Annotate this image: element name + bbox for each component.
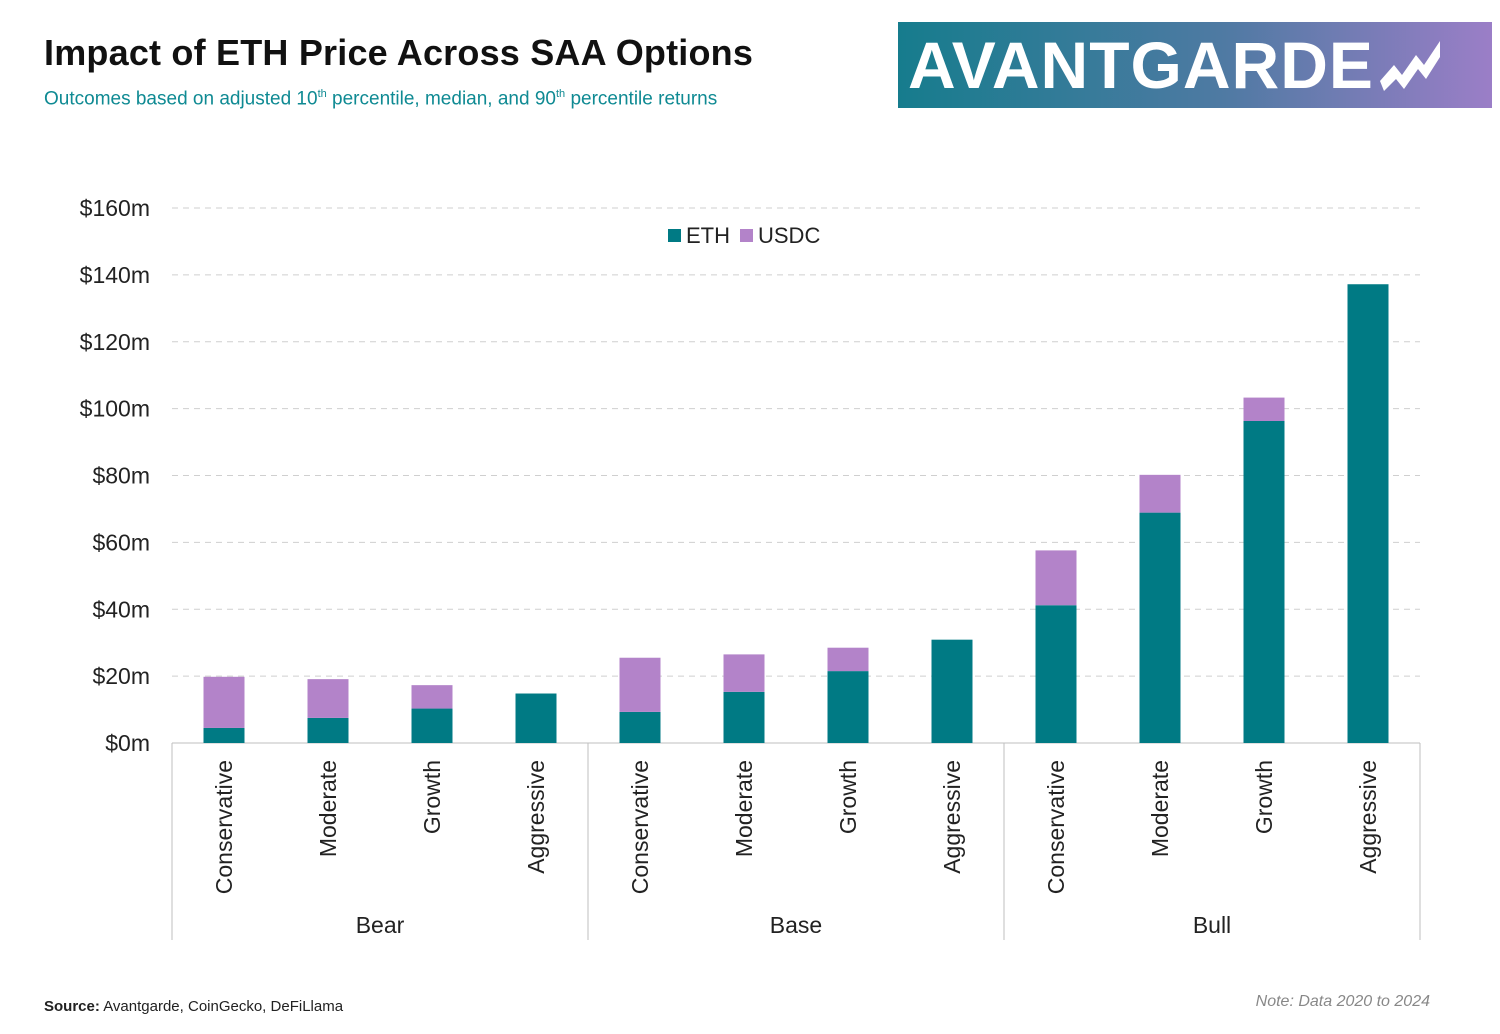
bar-usdc	[307, 679, 349, 718]
bar-eth	[723, 691, 765, 743]
bar-eth	[1347, 284, 1389, 743]
legend-label-eth: ETH	[686, 223, 730, 248]
x-category-label: Moderate	[315, 760, 341, 857]
bar-eth	[931, 639, 973, 743]
data-range-note: Note: Data 2020 to 2024	[1255, 993, 1430, 1010]
bar-usdc	[1139, 474, 1181, 513]
bar-usdc	[203, 676, 245, 728]
bar-usdc	[1243, 397, 1285, 421]
x-category-label: Growth	[419, 760, 445, 834]
logo-text: AVANTGARDE	[908, 28, 1374, 102]
bar-usdc	[411, 685, 453, 709]
subtitle-text-1: Outcomes based on adjusted 10	[44, 88, 318, 110]
source-label: Source:	[44, 998, 100, 1015]
chart-title: Impact of ETH Price Across SAA Options	[44, 32, 754, 73]
bar-usdc	[1035, 550, 1077, 606]
group-label: Base	[770, 912, 822, 938]
x-category-label: Aggressive	[1355, 760, 1381, 874]
y-tick-label: $40m	[92, 596, 150, 622]
bar-eth	[515, 693, 557, 743]
bar-eth	[619, 711, 661, 743]
bar-eth	[307, 717, 349, 743]
bar-eth	[411, 708, 453, 743]
x-category-label: Conservative	[211, 760, 237, 894]
x-category-label: Moderate	[731, 760, 757, 857]
y-tick-label: $140m	[80, 262, 150, 288]
bar-usdc	[827, 647, 869, 672]
x-category-label: Conservative	[1043, 760, 1069, 894]
group-label: Bear	[356, 912, 405, 938]
brand-logo: AVANTGARDE	[898, 22, 1492, 108]
bar-eth	[1139, 512, 1181, 743]
subtitle-sup-2: th	[555, 88, 566, 100]
y-tick-label: $0m	[105, 730, 150, 756]
bar-eth	[1035, 605, 1077, 743]
x-category-label: Aggressive	[523, 760, 549, 874]
y-tick-label: $160m	[80, 195, 150, 221]
source-text: Avantgarde, CoinGecko, DeFiLlama	[99, 998, 344, 1015]
y-tick-label: $100m	[80, 396, 150, 422]
y-tick-label: $120m	[80, 329, 150, 355]
x-category-label: Growth	[1251, 760, 1277, 834]
bar-eth	[827, 671, 869, 743]
x-category-label: Moderate	[1147, 760, 1173, 857]
subtitle-sup-1: th	[317, 88, 327, 100]
source-note: Source: Avantgarde, CoinGecko, DeFiLlama	[44, 998, 343, 1015]
y-tick-label: $60m	[92, 529, 150, 555]
bar-eth	[203, 727, 245, 743]
bar-eth	[1243, 420, 1285, 743]
y-tick-label: $80m	[92, 463, 150, 489]
x-category-label: Aggressive	[939, 760, 965, 874]
x-category-label: Conservative	[627, 760, 653, 894]
x-category-label: Growth	[835, 760, 861, 834]
y-tick-label: $20m	[92, 663, 150, 689]
legend-swatch-eth	[668, 229, 681, 242]
logo-swoosh-icon	[1379, 41, 1440, 91]
legend-swatch-usdc	[740, 229, 753, 242]
legend-label-usdc: USDC	[758, 223, 820, 248]
chart-subtitle: Outcomes based on adjusted 10th percenti…	[44, 88, 717, 110]
group-label: Bull	[1193, 912, 1231, 938]
bar-usdc	[723, 654, 765, 692]
bar-usdc	[619, 657, 661, 712]
subtitle-text-2: percentile, median, and 90	[326, 88, 556, 110]
subtitle-text-3: percentile returns	[565, 88, 718, 110]
